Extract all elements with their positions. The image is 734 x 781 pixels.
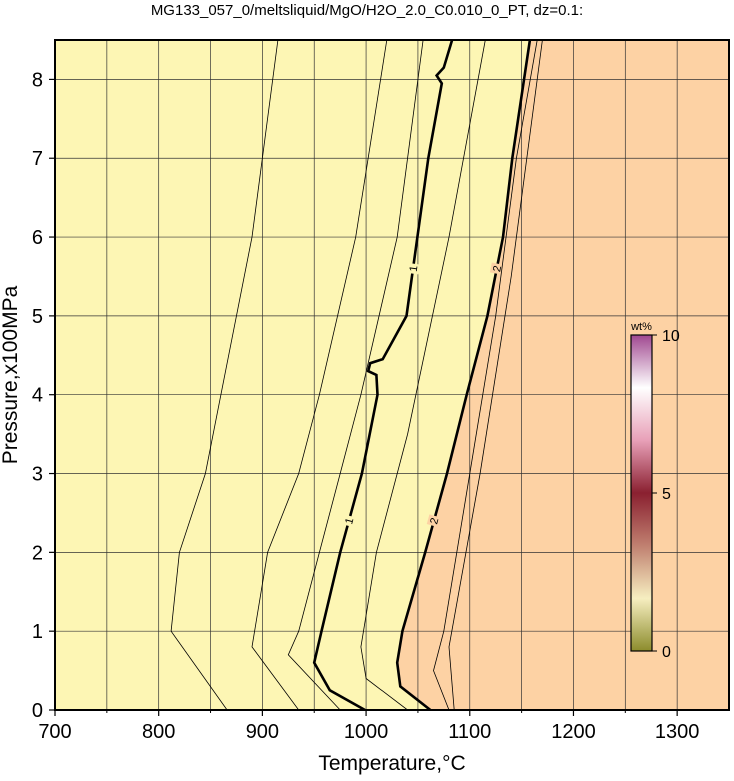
contour-line: [312, 40, 454, 710]
colorbar: [630, 334, 653, 652]
contour-label-bg: [426, 514, 442, 528]
x-tick-label: 1100: [448, 721, 491, 743]
chart-title: MG133_057_0/meltsliquid/MgO/H2O_2.0_C0.0…: [151, 2, 583, 19]
y-tick-label: 3: [32, 464, 43, 486]
y-tick-label: 6: [32, 227, 43, 249]
contour-line: [287, 40, 424, 710]
colorbar-label: wt%: [630, 321, 652, 333]
x-tick-label: 800: [142, 721, 175, 743]
colorbar-tick-label: 0: [662, 644, 671, 661]
contour-label-bg: [489, 262, 504, 275]
x-tick-label: 700: [38, 721, 71, 743]
contour-line: [448, 40, 543, 710]
x-tick-label: 1000: [344, 721, 389, 743]
contour-label: 1: [343, 517, 356, 526]
y-tick-label: 5: [32, 306, 43, 328]
y-tick-label: 7: [32, 148, 43, 170]
colorbar-tick-label: 10: [662, 328, 680, 345]
contour-line: [360, 40, 486, 710]
contour-label: 1: [408, 265, 421, 273]
contour-label: 2: [428, 517, 441, 526]
contour-label: 2: [491, 265, 504, 273]
colorbar-tick-label: 5: [662, 486, 671, 503]
y-axis-label: Pressure,x100MPa: [0, 285, 22, 464]
x-tick-label: 1200: [551, 721, 596, 743]
y-tick-label: 1: [32, 621, 43, 643]
x-axis-label: Temperature,°C: [318, 752, 465, 775]
contour-label-bg: [341, 514, 356, 528]
contour-line: [251, 40, 388, 710]
y-tick-label: 0: [32, 700, 43, 722]
x-tick-label: 900: [246, 721, 279, 743]
y-tick-label: 2: [32, 542, 43, 564]
contour-line: [433, 40, 538, 710]
x-tick-label: 1300: [655, 721, 700, 743]
contour-label-bg: [406, 262, 420, 275]
y-tick-label: 8: [32, 69, 43, 91]
plot-frame: [54, 39, 730, 711]
contour-line: [170, 40, 279, 710]
y-tick-label: 4: [32, 385, 43, 407]
contour-line: [395, 40, 532, 710]
